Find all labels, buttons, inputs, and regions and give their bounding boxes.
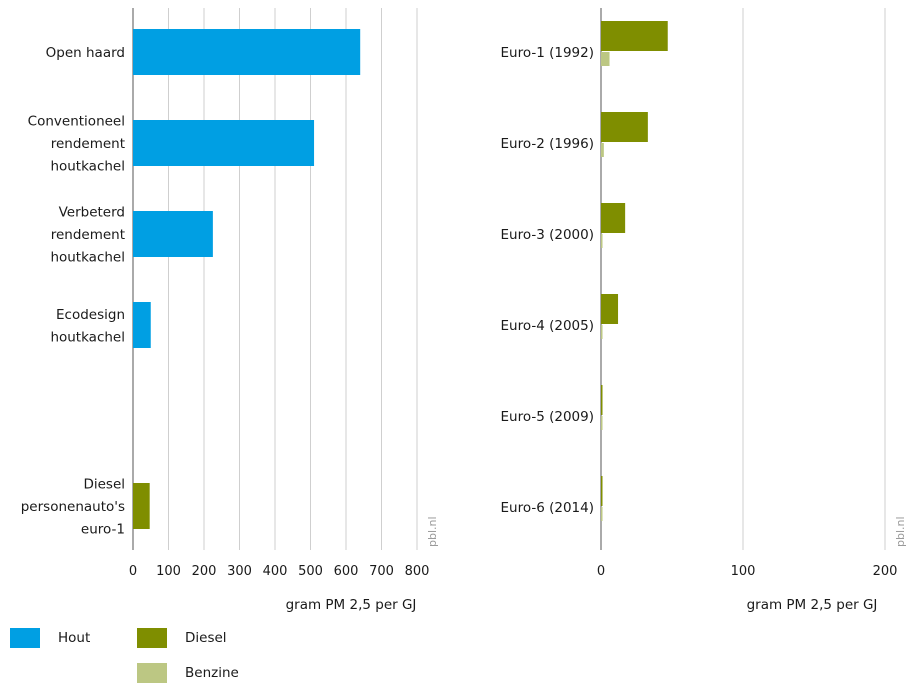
- x-tick-label: 200: [873, 564, 898, 579]
- category-label: Euro-3 (2000): [501, 227, 595, 243]
- x-tick-label: 700: [369, 564, 394, 579]
- bar: [133, 211, 213, 257]
- x-tick-label: 800: [405, 564, 430, 579]
- category-label: euro-1: [81, 522, 125, 538]
- bar-diesel: [601, 21, 668, 51]
- x-tick-label: 100: [156, 564, 181, 579]
- bar-diesel: [601, 203, 626, 233]
- category-label: houtkachel: [50, 329, 125, 345]
- category-label: Euro-2 (1996): [501, 136, 595, 152]
- x-tick-label: 200: [192, 564, 217, 579]
- bar-diesel: [601, 294, 619, 324]
- category-label: houtkachel: [50, 159, 125, 175]
- bar: [133, 483, 150, 529]
- credit-label: pbl.nl: [894, 516, 907, 547]
- bar-diesel: [601, 385, 603, 415]
- bar-diesel: [601, 476, 603, 506]
- bar-diesel: [601, 112, 648, 142]
- x-tick-label: 0: [129, 564, 137, 579]
- category-label: Euro-1 (1992): [501, 45, 595, 61]
- bar-benzine: [601, 507, 603, 521]
- category-label: rendement: [51, 136, 125, 152]
- x-tick-label: 400: [263, 564, 288, 579]
- bar-benzine: [601, 143, 604, 157]
- bar: [133, 29, 361, 75]
- category-label: Open haard: [46, 45, 125, 61]
- category-label: Euro-5 (2009): [501, 409, 595, 425]
- category-label: Conventioneel: [28, 114, 125, 130]
- bar-benzine: [601, 52, 610, 66]
- category-label: rendement: [51, 227, 125, 243]
- x-tick-label: 100: [731, 564, 756, 579]
- credit-label: pbl.nl: [426, 516, 439, 547]
- bar-benzine: [601, 234, 603, 248]
- bar: [133, 302, 151, 348]
- x-axis-label: gram PM 2,5 per GJ: [286, 597, 417, 613]
- category-label: Verbeterd: [59, 205, 125, 221]
- category-label: personenauto's: [21, 499, 125, 515]
- category-label: Euro-4 (2005): [501, 318, 595, 334]
- x-tick-label: 500: [298, 564, 323, 579]
- bar-benzine: [601, 325, 603, 339]
- right-panel: 0 100 200 Euro-1 (1992) Euro-2 (1996) Euro-3 …: [501, 8, 907, 613]
- x-tick-label: 0: [597, 564, 605, 579]
- category-label: Diesel: [83, 477, 125, 493]
- x-tick-label: 600: [334, 564, 359, 579]
- category-label: houtkachel: [50, 250, 125, 266]
- x-axis-label: gram PM 2,5 per GJ: [747, 597, 878, 613]
- bar: [133, 120, 315, 166]
- left-panel: 0 100 200 300 400 500 600 700 800 Open haard Conve…: [21, 8, 439, 613]
- category-label: Euro-6 (2014): [501, 500, 595, 516]
- category-label: Ecodesign: [56, 307, 125, 323]
- x-tick-label: 300: [227, 564, 252, 579]
- bar-benzine: [601, 416, 603, 430]
